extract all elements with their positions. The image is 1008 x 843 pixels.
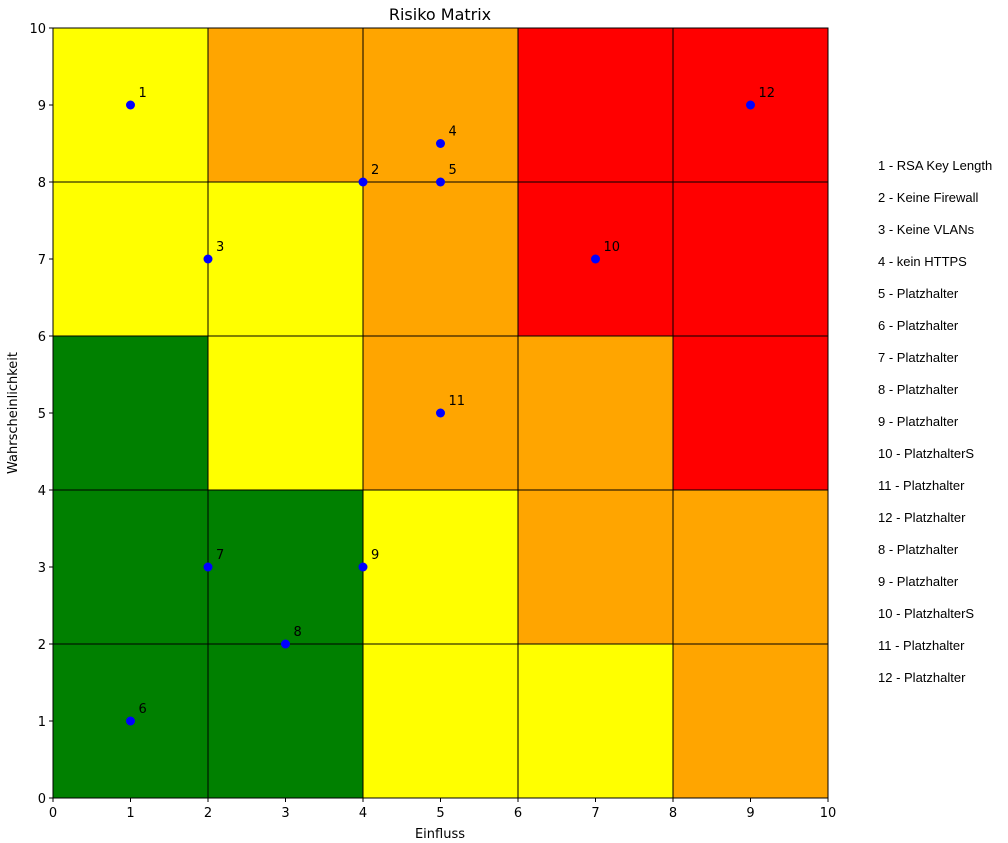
chart-title: Risiko Matrix xyxy=(389,5,491,24)
legend-entry: 10 - PlatzhalterS xyxy=(878,606,975,621)
legend-entry: 4 - kein HTTPS xyxy=(878,254,967,269)
data-point xyxy=(358,562,368,572)
x-axis-label: Einfluss xyxy=(415,827,465,842)
risk-cell xyxy=(518,644,673,798)
legend-entry: 12 - Platzhalter xyxy=(878,510,966,525)
legend-entry: 11 - Platzhalter xyxy=(878,478,965,493)
data-point xyxy=(281,639,290,649)
x-tick-label: 8 xyxy=(669,806,677,821)
x-tick-label: 0 xyxy=(49,806,57,821)
legend-entry: 8 - Platzhalter xyxy=(878,382,959,397)
data-point-label: 10 xyxy=(604,240,621,255)
data-point-label: 5 xyxy=(449,163,457,178)
legend-entry: 3 - Keine VLANs xyxy=(878,222,975,237)
data-point xyxy=(746,100,755,110)
y-tick-label: 1 xyxy=(38,715,46,730)
y-axis-label: Wahrscheinlichkeit xyxy=(6,352,21,474)
risk-cell xyxy=(53,336,208,490)
risk-cell xyxy=(518,490,673,644)
data-point xyxy=(358,177,368,187)
risk-cell xyxy=(673,336,828,490)
data-point xyxy=(436,177,445,187)
data-point-label: 9 xyxy=(371,548,379,563)
y-tick-label: 9 xyxy=(38,99,46,114)
risk-cell xyxy=(673,490,828,644)
grid-lines xyxy=(53,28,828,798)
y-tick-label: 6 xyxy=(38,330,46,345)
data-point xyxy=(126,716,135,726)
data-point xyxy=(436,408,445,418)
y-tick-label: 7 xyxy=(38,253,46,268)
x-tick-label: 5 xyxy=(436,806,444,821)
y-tick-label: 10 xyxy=(29,22,46,37)
legend-entry: 9 - Platzhalter xyxy=(878,574,959,589)
legend-entry: 2 - Keine Firewall xyxy=(878,190,979,205)
x-tick-label: 4 xyxy=(359,806,367,821)
risk-cell xyxy=(363,644,518,798)
legend-entry: 12 - Platzhalter xyxy=(878,670,966,685)
legend-entry: 6 - Platzhalter xyxy=(878,318,959,333)
legend-entry: 9 - Platzhalter xyxy=(878,414,959,429)
risk-cell xyxy=(208,182,363,336)
x-tick-label: 9 xyxy=(746,806,754,821)
data-point-label: 3 xyxy=(216,240,224,255)
legend-entry: 10 - PlatzhalterS xyxy=(878,446,975,461)
y-axis-ticks: 0 1 2 3 4 5 6 7 8 9 10 xyxy=(29,22,53,807)
legend-entry: 8 - Platzhalter xyxy=(878,542,959,557)
data-point-label: 8 xyxy=(294,625,302,640)
data-point xyxy=(591,254,600,264)
x-tick-label: 7 xyxy=(591,806,599,821)
x-axis-ticks: 0 1 2 3 4 5 6 7 8 9 10 xyxy=(49,798,836,821)
risk-cell xyxy=(208,336,363,490)
legend-entry: 11 - Platzhalter xyxy=(878,638,965,653)
x-tick-label: 6 xyxy=(514,806,522,821)
data-point-label: 4 xyxy=(449,125,457,140)
x-tick-label: 2 xyxy=(204,806,212,821)
legend: 1 - RSA Key Length 2 - Keine Firewall 3 - … xyxy=(878,157,992,701)
data-point-label: 7 xyxy=(216,548,224,563)
x-tick-label: 10 xyxy=(820,806,837,821)
risk-cell xyxy=(53,490,208,644)
legend-entry: 7 - Platzhalter xyxy=(878,350,959,365)
risk-cell xyxy=(363,182,518,336)
data-point xyxy=(203,254,213,264)
y-tick-label: 4 xyxy=(38,484,46,499)
y-tick-label: 2 xyxy=(38,638,46,653)
x-tick-label: 3 xyxy=(281,806,289,821)
y-tick-label: 0 xyxy=(38,792,46,807)
y-tick-label: 3 xyxy=(38,561,46,576)
risk-cell xyxy=(673,644,828,798)
risk-cell xyxy=(208,644,363,798)
y-tick-label: 5 xyxy=(38,407,46,422)
risk-cells xyxy=(53,28,828,798)
y-tick-label: 8 xyxy=(38,176,46,191)
risk-cell xyxy=(363,28,518,182)
x-tick-label: 1 xyxy=(126,806,134,821)
data-point xyxy=(126,100,135,110)
legend-entry: 5 - Platzhalter xyxy=(878,286,959,301)
data-point-label: 11 xyxy=(449,394,466,409)
data-point xyxy=(436,139,445,148)
data-point-label: 2 xyxy=(371,163,379,178)
risk-cell xyxy=(518,28,673,182)
risk-cell xyxy=(673,182,828,336)
risk-cell xyxy=(518,336,673,490)
legend-entry: 1 - RSA Key Length xyxy=(878,158,993,173)
risk-cell xyxy=(208,28,363,182)
data-point-label: 6 xyxy=(139,702,147,717)
data-point xyxy=(203,562,213,572)
risk-cell xyxy=(53,182,208,336)
risk-cell xyxy=(208,490,363,644)
data-point-label: 1 xyxy=(139,86,147,101)
data-point-label: 12 xyxy=(759,86,776,101)
risk-cell xyxy=(363,490,518,644)
